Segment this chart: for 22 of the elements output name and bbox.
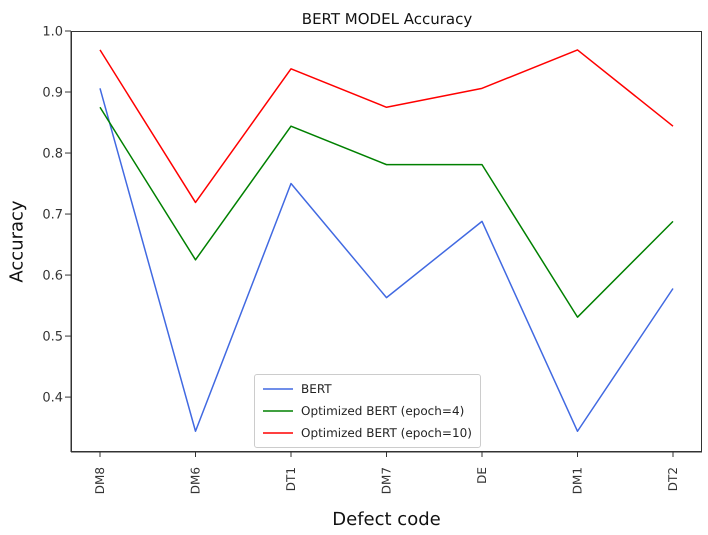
y-tick-label: 0.8	[42, 146, 63, 162]
x-tick-label: DT1	[284, 467, 298, 492]
x-tick-label: DM8	[93, 467, 107, 494]
y-tick-label: 0.9	[42, 86, 63, 101]
y-tick-label: 0.5	[42, 330, 63, 345]
y-tick-label: 1.0	[42, 24, 63, 40]
y-axis-title: Accuracy	[6, 200, 28, 283]
chart-title: BERT MODEL Accuracy	[300, 10, 474, 28]
line-series	[99, 49, 674, 204]
legend-label: BERT	[301, 381, 332, 398]
x-axis-title: Defect code	[332, 509, 441, 530]
x-tick-label: DE	[475, 467, 489, 484]
y-tick-label: 0.4	[42, 390, 63, 406]
y-tick-label: 0.7	[42, 208, 63, 223]
x-tick-label: DM7	[380, 467, 394, 494]
legend-label: Optimized BERT (epoch=4)	[301, 403, 464, 420]
line-series	[99, 106, 674, 318]
y-tick-label: 0.6	[42, 268, 63, 284]
x-tick-label: DM6	[188, 467, 202, 494]
x-tick-label: DM1	[570, 467, 584, 494]
legend-label: Optimized BERT (epoch=10)	[301, 425, 472, 442]
x-tick-label: DT2	[666, 467, 680, 492]
